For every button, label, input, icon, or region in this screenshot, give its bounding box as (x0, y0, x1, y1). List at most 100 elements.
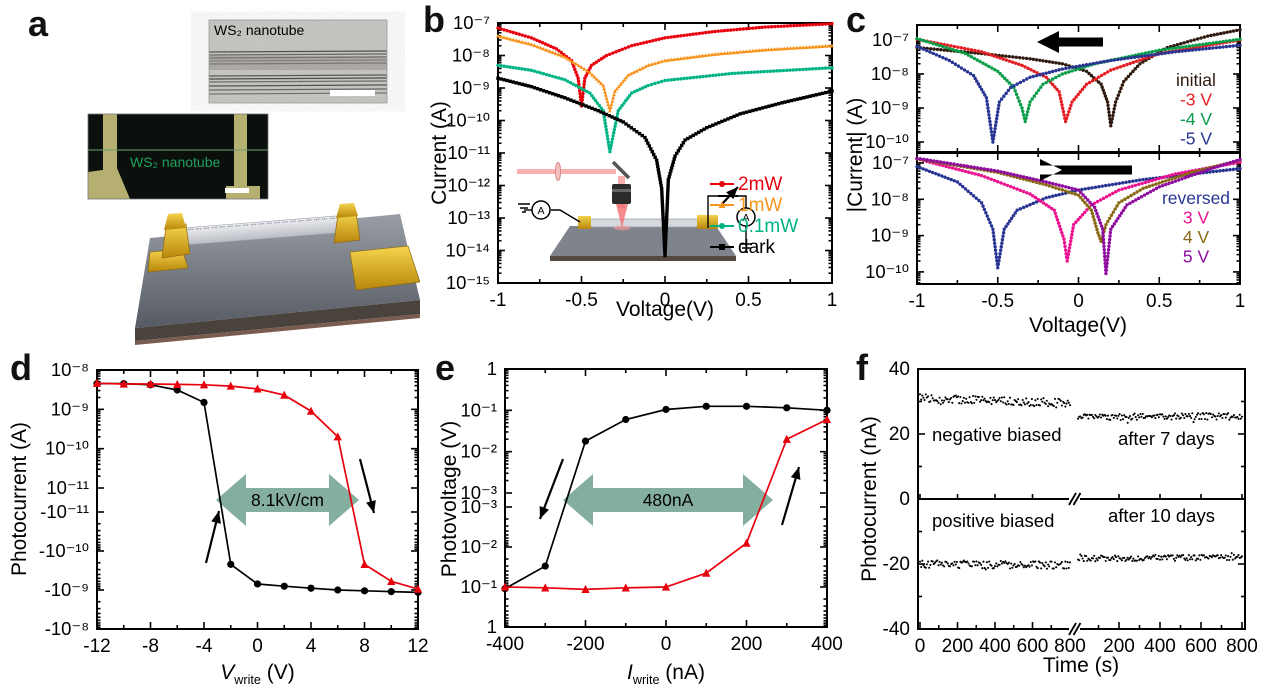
chart-e: 110⁻¹10⁻²10⁻³10⁻³10⁻²10⁻¹1-400 -200 0 200 40… (438, 358, 843, 687)
svg-text:-10⁻¹¹: -10⁻¹¹ (40, 501, 89, 522)
svg-text:0: 0 (660, 290, 671, 311)
device-optical-image: WS₂ nanotube (87, 113, 269, 200)
svg-text:10⁻¹: 10⁻¹ (460, 576, 497, 597)
svg-text:-10⁻⁹: -10⁻⁹ (45, 579, 89, 600)
svg-text:WS₂ nanotube: WS₂ nanotube (214, 22, 304, 38)
svg-text:800: 800 (1054, 636, 1086, 657)
svg-text:initial: initial (1176, 70, 1216, 90)
svg-text:10⁻¹¹: 10⁻¹¹ (46, 477, 89, 498)
svg-text:0: 0 (1073, 291, 1084, 312)
panel-b-iv-chart: A A 10⁻⁷ 10⁻⁸ 10⁻⁹ 10⁻¹⁰ 10⁻¹¹ 10⁻¹² 10⁻¹³ 10⁻¹⁴ 1… (420, 0, 840, 347)
svg-text:reversed: reversed (1162, 188, 1230, 208)
svg-text:-5 V: -5 V (1180, 129, 1212, 149)
svg-text:-1: -1 (909, 291, 926, 312)
svg-text:0: 0 (915, 636, 926, 657)
svg-text:-200: -200 (566, 634, 604, 655)
svg-text:-8: -8 (142, 636, 159, 657)
svg-text:10⁻⁷: 10⁻⁷ (872, 152, 909, 173)
svg-text:600: 600 (1017, 636, 1049, 657)
svg-text:4 V: 4 V (1183, 227, 1210, 247)
svg-text:-400: -400 (486, 634, 524, 655)
svg-text:10⁻¹⁰: 10⁻¹⁰ (865, 261, 909, 282)
svg-text:8: 8 (359, 636, 370, 657)
svg-text:10⁻⁹: 10⁻⁹ (871, 225, 909, 246)
svg-text:10⁻⁷: 10⁻⁷ (872, 29, 909, 50)
svg-text:Vwrite (V): Vwrite (V) (220, 661, 294, 687)
svg-text:Iwrite (nA): Iwrite (nA) (627, 661, 705, 687)
panel-label-e: e (435, 347, 456, 388)
svg-text:-0.5: -0.5 (565, 290, 598, 311)
svg-text:A: A (742, 212, 749, 224)
panel-d-photocurrent-chart: 10⁻⁸ 10⁻⁹ 10⁻¹⁰ 10⁻¹¹ -10⁻¹¹ -10⁻¹⁰ -10⁻⁹ -10⁻⁸… (0, 347, 430, 694)
panel-label-c: c (846, 0, 867, 40)
svg-text:0.5: 0.5 (735, 290, 761, 311)
svg-text:10⁻²: 10⁻² (460, 536, 497, 557)
svg-text:0.5: 0.5 (1146, 291, 1172, 312)
chart-c-hysteresis: 10⁻⁷ 10⁻⁸ 10⁻⁹ 10⁻¹⁰ initial-3 V-4 V-5 V 10⁻⁷… (844, 24, 1246, 337)
svg-text:10⁻¹¹: 10⁻¹¹ (447, 142, 490, 163)
svg-text:0: 0 (661, 634, 672, 655)
svg-text:10⁻¹²: 10⁻¹² (447, 175, 490, 196)
svg-text:10⁻³: 10⁻³ (460, 482, 497, 503)
svg-text:10⁻¹⁰: 10⁻¹⁰ (446, 110, 490, 131)
svg-text:-3 V: -3 V (1180, 90, 1212, 110)
svg-text:10⁻¹⁵: 10⁻¹⁵ (446, 272, 490, 293)
svg-text:1: 1 (1235, 291, 1246, 312)
svg-text:-0.5: -0.5 (981, 291, 1014, 312)
svg-text:400: 400 (1144, 636, 1176, 657)
svg-text:200: 200 (731, 634, 763, 655)
svg-text:10⁻³: 10⁻³ (460, 496, 497, 517)
svg-text:400: 400 (811, 634, 843, 655)
svg-text:480nA: 480nA (643, 490, 694, 510)
svg-text:10⁻²: 10⁻² (460, 441, 497, 462)
svg-text:10⁻⁹: 10⁻⁹ (51, 398, 89, 419)
svg-text:10⁻⁹: 10⁻⁹ (452, 77, 490, 98)
svg-text:-4 V: -4 V (1180, 109, 1212, 129)
chart-d: 10⁻⁸ 10⁻⁹ 10⁻¹⁰ 10⁻¹¹ -10⁻¹¹ -10⁻¹⁰ -10⁻⁹ -10⁻⁸… (8, 359, 429, 687)
svg-text:400: 400 (979, 636, 1011, 657)
panel-a-illustration: WS₂ nanotube WS₂ nanotube (87, 19, 421, 345)
svg-text:Voltage(V): Voltage(V) (616, 298, 714, 321)
svg-text:0.1mW: 0.1mW (738, 216, 798, 237)
svg-text:-12: -12 (83, 636, 110, 657)
svg-text:A: A (537, 205, 544, 217)
svg-text:800: 800 (1226, 636, 1258, 657)
svg-text:10⁻⁸: 10⁻⁸ (871, 63, 909, 84)
svg-text:positive biased: positive biased (932, 510, 1054, 531)
svg-text:-10⁻⁸: -10⁻⁸ (45, 618, 89, 639)
panel-label-f: f (856, 347, 868, 388)
svg-text:1: 1 (827, 290, 838, 311)
panel-e-photovoltage-chart: 1 10⁻¹ 10⁻² 10⁻³ 10⁻³ 10⁻² 10⁻¹ 1 -400 -200 0 200 40… (430, 347, 850, 694)
svg-text:0: 0 (252, 636, 263, 657)
svg-text:2mW: 2mW (738, 174, 782, 195)
svg-text:Voltage(V): Voltage(V) (1029, 314, 1127, 337)
svg-text:dark: dark (738, 237, 775, 258)
tem-image: WS₂ nanotube (208, 19, 388, 104)
tem-scale-bar (330, 90, 375, 96)
svg-text:Time (s): Time (s) (1043, 654, 1119, 677)
svg-text:-40: -40 (883, 619, 910, 640)
svg-text:8.1kV/cm: 8.1kV/cm (251, 490, 324, 510)
panel-c-hysteresis-chart: 10⁻⁷ 10⁻⁸ 10⁻⁹ 10⁻¹⁰ initial -3 V -4 V -5 V 10⁻⁷… (840, 0, 1269, 347)
svg-text:10⁻¹: 10⁻¹ (460, 399, 497, 420)
svg-text:Photocurrent (nA): Photocurrent (nA) (858, 416, 881, 582)
svg-text:4: 4 (306, 636, 317, 657)
panel-f-retention-chart: 40 20 0 -20 -40 0 200 400 600 800 200 400 600 800 nega… (850, 347, 1269, 694)
svg-text:10⁻⁹: 10⁻⁹ (871, 97, 909, 118)
svg-text:-1: -1 (490, 290, 507, 311)
svg-text:10⁻¹⁴: 10⁻¹⁴ (446, 240, 491, 261)
svg-text:-10⁻¹⁰: -10⁻¹⁰ (39, 540, 89, 561)
panel-label-b: b (423, 0, 445, 40)
svg-text:10⁻⁸: 10⁻⁸ (452, 45, 490, 66)
svg-text:Photovoltage (V): Photovoltage (V) (438, 421, 461, 577)
svg-text:after 7 days: after 7 days (1118, 428, 1215, 449)
svg-text:12: 12 (407, 636, 428, 657)
svg-text:1mW: 1mW (738, 195, 782, 216)
svg-text:200: 200 (1103, 636, 1135, 657)
svg-text:|Current| (A): |Current| (A) (844, 98, 867, 213)
device-scale-bar (225, 188, 249, 193)
svg-text:1: 1 (487, 358, 497, 379)
panel-label-a: a (28, 3, 49, 44)
